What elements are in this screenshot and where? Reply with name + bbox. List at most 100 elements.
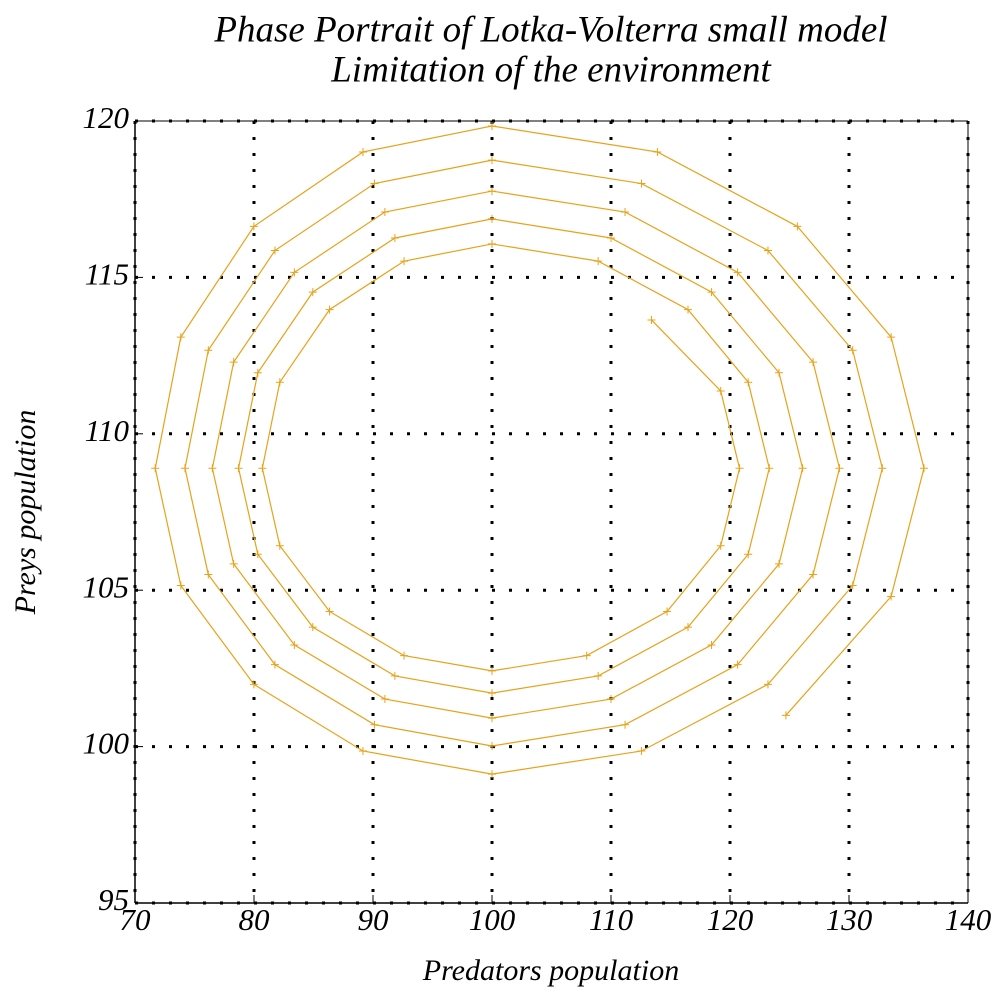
y-tick-label: 105 bbox=[83, 569, 130, 604]
point-marker bbox=[775, 559, 784, 568]
point-marker bbox=[229, 559, 238, 568]
y-tick-label: 110 bbox=[85, 413, 130, 448]
point-marker bbox=[229, 358, 238, 367]
point-marker bbox=[380, 208, 389, 217]
point-marker bbox=[380, 695, 389, 704]
chart-subtitle: Limitation of the environment bbox=[330, 49, 772, 90]
point-marker bbox=[488, 239, 496, 248]
point-marker bbox=[208, 464, 217, 473]
point-marker bbox=[370, 720, 379, 729]
point-marker bbox=[763, 680, 772, 689]
point-marker bbox=[707, 640, 716, 649]
point-marker bbox=[253, 550, 262, 559]
point-marker bbox=[488, 214, 496, 223]
point-marker bbox=[270, 660, 279, 669]
point-marker bbox=[488, 122, 496, 131]
point-marker bbox=[919, 464, 928, 473]
point-marker bbox=[253, 368, 262, 377]
point-marker bbox=[370, 179, 379, 188]
point-marker bbox=[848, 346, 857, 355]
chart-title: Phase Portrait of Lotka-Volterra small m… bbox=[213, 9, 887, 50]
x-axis-label: Predators population bbox=[422, 954, 679, 987]
point-marker bbox=[707, 288, 716, 297]
point-marker bbox=[887, 333, 896, 342]
x-tick-label: 140 bbox=[945, 902, 992, 937]
point-marker bbox=[270, 246, 279, 255]
point-marker bbox=[607, 233, 615, 242]
y-tick-label: 95 bbox=[98, 882, 129, 917]
point-marker bbox=[878, 464, 887, 473]
y-axis-label: Preys population bbox=[9, 410, 42, 616]
point-marker bbox=[775, 368, 784, 377]
point-marker bbox=[744, 550, 753, 559]
point-marker bbox=[653, 147, 662, 156]
point-marker bbox=[275, 378, 284, 387]
y-tick-label: 100 bbox=[83, 726, 130, 761]
y-tick-label: 115 bbox=[85, 257, 129, 292]
point-marker bbox=[744, 378, 753, 387]
point-marker bbox=[798, 464, 807, 473]
point-marker bbox=[176, 333, 185, 342]
point-marker bbox=[308, 288, 317, 297]
point-marker bbox=[716, 541, 725, 550]
point-marker bbox=[781, 711, 790, 720]
point-marker bbox=[400, 257, 409, 266]
trajectory-line bbox=[154, 125, 925, 775]
point-marker bbox=[793, 222, 802, 231]
point-marker bbox=[765, 464, 774, 473]
point-marker bbox=[390, 233, 399, 242]
point-marker bbox=[607, 695, 615, 704]
y-tick-label: 120 bbox=[83, 100, 130, 135]
point-marker bbox=[835, 464, 844, 473]
point-marker bbox=[488, 156, 496, 165]
point-marker bbox=[488, 666, 496, 675]
point-marker bbox=[716, 386, 725, 395]
point-marker bbox=[763, 246, 772, 255]
point-marker bbox=[809, 358, 818, 367]
point-marker bbox=[733, 268, 742, 277]
x-tick-label: 110 bbox=[589, 902, 634, 937]
point-marker bbox=[359, 746, 368, 755]
point-marker bbox=[594, 671, 603, 680]
point-marker bbox=[887, 592, 896, 601]
point-marker bbox=[621, 208, 630, 217]
point-marker bbox=[594, 257, 603, 266]
point-marker bbox=[488, 689, 496, 698]
point-marker bbox=[683, 305, 692, 314]
point-marker bbox=[663, 607, 672, 616]
x-tick-label: 120 bbox=[707, 902, 754, 937]
point-marker bbox=[258, 464, 267, 473]
x-tick-label: 80 bbox=[239, 902, 271, 937]
point-marker bbox=[204, 346, 213, 355]
point-marker bbox=[249, 680, 258, 689]
point-marker bbox=[637, 179, 646, 188]
point-marker bbox=[204, 570, 213, 579]
point-marker bbox=[180, 464, 189, 473]
point-marker bbox=[290, 268, 299, 277]
x-tick-label: 90 bbox=[358, 902, 390, 937]
point-marker bbox=[488, 714, 496, 723]
point-marker bbox=[151, 464, 160, 473]
point-marker bbox=[647, 315, 656, 324]
point-marker bbox=[621, 720, 630, 729]
point-marker bbox=[308, 623, 317, 632]
point-marker bbox=[390, 671, 399, 680]
point-marker bbox=[809, 570, 818, 579]
point-marker bbox=[249, 222, 258, 231]
point-marker bbox=[400, 651, 409, 660]
point-marker bbox=[325, 607, 334, 616]
point-marker bbox=[683, 623, 692, 632]
x-tick-label: 100 bbox=[469, 902, 516, 937]
point-marker bbox=[325, 305, 334, 314]
point-marker bbox=[488, 187, 496, 196]
point-marker bbox=[488, 741, 496, 750]
point-marker bbox=[733, 660, 742, 669]
point-marker bbox=[848, 581, 857, 590]
point-marker bbox=[176, 581, 185, 590]
x-tick-label: 70 bbox=[120, 902, 152, 937]
point-marker bbox=[582, 651, 591, 660]
point-marker bbox=[275, 541, 284, 550]
point-marker bbox=[359, 147, 368, 156]
x-tick-label: 130 bbox=[826, 902, 873, 937]
